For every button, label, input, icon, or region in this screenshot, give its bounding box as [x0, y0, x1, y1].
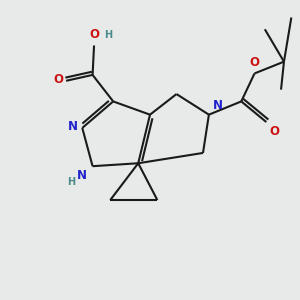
Text: N: N	[212, 99, 222, 112]
Text: N: N	[77, 169, 87, 182]
Text: O: O	[54, 73, 64, 86]
Text: O: O	[250, 56, 260, 69]
Text: O: O	[269, 125, 279, 138]
Text: H: H	[104, 30, 112, 40]
Text: H: H	[67, 177, 75, 188]
Text: O: O	[89, 28, 99, 41]
Text: N: N	[68, 120, 78, 133]
